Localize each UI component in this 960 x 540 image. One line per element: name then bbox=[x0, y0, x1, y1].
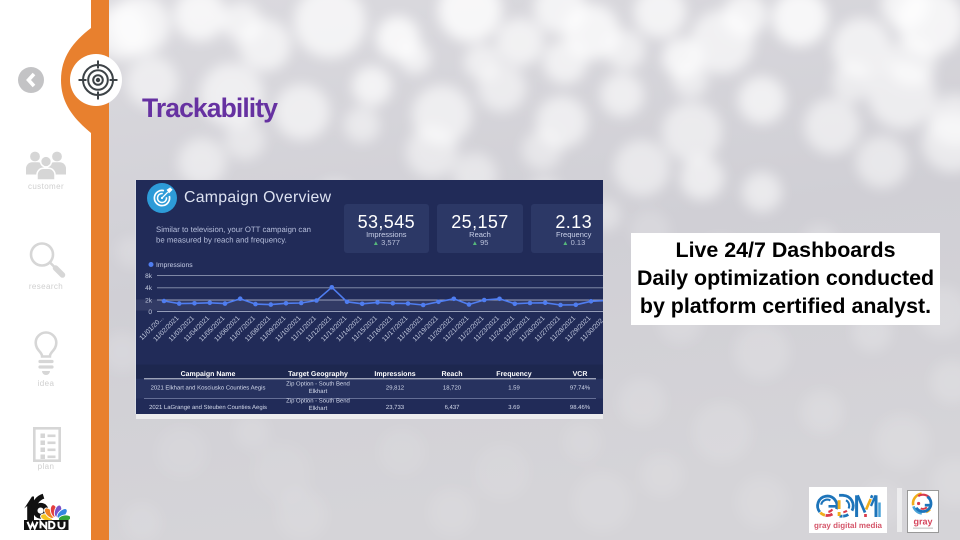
svg-text:2021 LaGrange and Steuben Coun: 2021 LaGrange and Steuben Counties Aegis bbox=[149, 404, 267, 411]
svg-text:29,812: 29,812 bbox=[386, 385, 404, 392]
svg-text:Similar to television, your OT: Similar to television, your OTT campaign… bbox=[156, 225, 311, 234]
svg-text:Campaign Name: Campaign Name bbox=[181, 370, 236, 378]
svg-text:be measured by reach and frequ: be measured by reach and frequency. bbox=[156, 236, 287, 245]
svg-text:2021 Elkhart and Kosciusko Cou: 2021 Elkhart and Kosciusko Counties Aegi… bbox=[151, 385, 266, 392]
svg-text:Zip Option - South Bend: Zip Option - South Bend bbox=[286, 381, 350, 388]
svg-text:Target Geography: Target Geography bbox=[288, 370, 348, 378]
svg-text:Impressions: Impressions bbox=[374, 370, 415, 378]
svg-text:gray digital media: gray digital media bbox=[814, 521, 883, 530]
svg-text:97.74%: 97.74% bbox=[570, 385, 591, 392]
svg-text:gray: gray bbox=[913, 517, 932, 527]
svg-text:98.46%: 98.46% bbox=[570, 404, 591, 411]
svg-text:Elkhart: Elkhart bbox=[309, 405, 328, 412]
svg-text:Elkhart: Elkhart bbox=[309, 388, 328, 395]
svg-text:18,720: 18,720 bbox=[443, 385, 462, 392]
svg-text:Zip Option - South Bend: Zip Option - South Bend bbox=[286, 398, 350, 405]
svg-text:3.69: 3.69 bbox=[508, 404, 520, 411]
svg-text:8k: 8k bbox=[145, 273, 153, 280]
svg-text:Impressions: Impressions bbox=[156, 262, 193, 269]
svg-text:2k: 2k bbox=[145, 297, 153, 304]
svg-text:VCR: VCR bbox=[573, 371, 588, 378]
svg-text:0: 0 bbox=[148, 309, 152, 316]
svg-text:4k: 4k bbox=[145, 285, 153, 292]
svg-text:Campaign Overview: Campaign Overview bbox=[184, 189, 332, 206]
svg-text:23,733: 23,733 bbox=[386, 404, 405, 411]
svg-text:Frequency: Frequency bbox=[496, 371, 532, 378]
svg-text:6,437: 6,437 bbox=[445, 404, 460, 411]
svg-text:1.59: 1.59 bbox=[508, 385, 520, 392]
svg-text:Reach: Reach bbox=[441, 370, 462, 378]
